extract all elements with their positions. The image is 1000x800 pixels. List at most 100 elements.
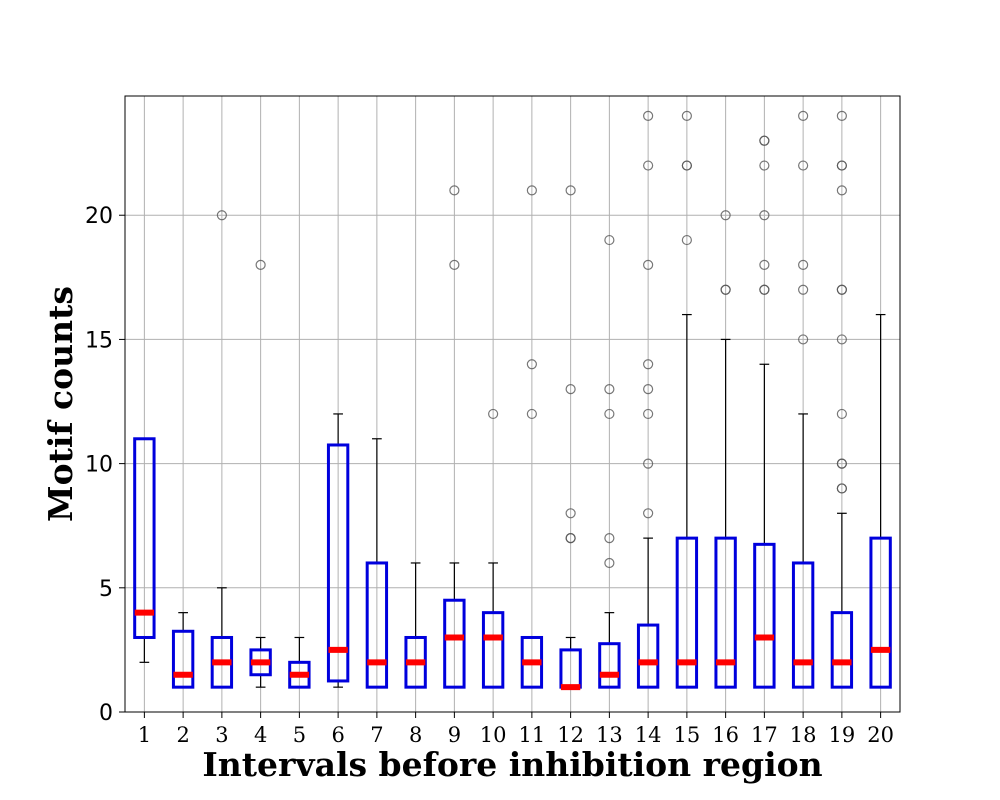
outlier-point xyxy=(565,383,576,395)
outlier-point xyxy=(526,185,537,196)
box-group-20 xyxy=(869,313,892,689)
box-group-18 xyxy=(791,110,815,689)
box-group-9 xyxy=(443,185,466,689)
outlier-point xyxy=(255,259,266,271)
outlier-point xyxy=(681,160,692,171)
box-group-13 xyxy=(598,234,621,689)
outlier-point xyxy=(836,483,847,494)
outlier-point xyxy=(643,359,654,370)
outlier-point xyxy=(565,533,576,544)
y-tick-label: 20 xyxy=(85,204,113,229)
y-axis-title: Motif counts xyxy=(41,286,80,522)
box-group-5 xyxy=(288,636,311,689)
outlier-point xyxy=(720,210,731,221)
outlier-point xyxy=(836,334,847,345)
x-tick-label: 14 xyxy=(635,723,662,747)
x-tick-label: 17 xyxy=(751,723,778,747)
y-axis-ticks: 0 5 10 15 20 xyxy=(85,204,125,726)
box-iqr xyxy=(481,611,505,689)
outlier-point xyxy=(449,185,460,196)
outlier-point xyxy=(643,110,654,121)
x-tick-label: 1 xyxy=(138,723,151,747)
box-iqr xyxy=(791,561,815,689)
x-axis-title: Intervals before inhibition region xyxy=(202,745,822,784)
x-tick-label: 6 xyxy=(331,723,344,747)
box-group-17 xyxy=(753,135,776,689)
outlier-point xyxy=(720,284,731,295)
box-iqr xyxy=(171,629,195,689)
outlier-point xyxy=(836,458,847,469)
box-iqr xyxy=(365,561,389,689)
outlier-point xyxy=(526,359,537,370)
box-group-7 xyxy=(365,438,389,689)
outlier-point xyxy=(604,234,615,246)
box-group-15 xyxy=(675,110,699,689)
box-group-6 xyxy=(326,413,350,688)
x-tick-label: 15 xyxy=(674,723,701,747)
box-group-8 xyxy=(404,562,427,689)
x-tick-label: 11 xyxy=(519,723,546,747)
outlier-point xyxy=(798,334,809,345)
y-tick-label: 5 xyxy=(99,577,113,602)
outlier-point xyxy=(681,110,692,121)
outlier-point xyxy=(836,110,847,121)
outlier-point xyxy=(604,557,615,569)
outlier-point xyxy=(836,284,847,295)
outlier-point xyxy=(681,234,692,246)
outlier-point xyxy=(604,408,615,420)
y-tick-label: 0 xyxy=(99,701,113,726)
x-tick-label: 16 xyxy=(712,723,739,747)
box-iqr xyxy=(714,536,737,689)
box-iqr xyxy=(675,536,699,689)
outlier-point xyxy=(643,383,654,395)
x-tick-label: 18 xyxy=(790,723,817,747)
box-group-4 xyxy=(249,259,272,688)
box-group-1 xyxy=(133,437,156,663)
box-group-16 xyxy=(714,210,737,689)
x-tick-label: 2 xyxy=(176,723,189,747)
box-group-19 xyxy=(830,110,854,689)
outlier-point xyxy=(643,408,654,420)
plot-frame xyxy=(124,95,901,713)
outlier-point xyxy=(798,160,809,171)
outlier-point xyxy=(759,259,770,271)
x-tick-label: 10 xyxy=(480,723,507,747)
box-iqr xyxy=(133,437,156,639)
outlier-point xyxy=(488,408,499,420)
box-layer xyxy=(133,110,892,691)
box-group-12 xyxy=(559,185,582,691)
outlier-point xyxy=(526,408,537,420)
x-tick-label: 20 xyxy=(867,723,894,747)
box-iqr xyxy=(636,623,660,689)
x-tick-label: 4 xyxy=(254,723,267,747)
outlier-point xyxy=(643,508,654,519)
outlier-point xyxy=(798,110,809,121)
outlier-point xyxy=(759,135,770,146)
box-iqr xyxy=(443,598,466,689)
outlier-point xyxy=(565,508,576,519)
box-iqr xyxy=(598,642,621,689)
outlier-point xyxy=(643,259,654,271)
box-iqr xyxy=(830,611,854,689)
y-tick-label: 15 xyxy=(85,328,113,353)
box-group-2 xyxy=(171,612,195,689)
box-group-14 xyxy=(636,110,660,689)
x-tick-label: 8 xyxy=(409,723,422,747)
outlier-point xyxy=(604,383,615,395)
outlier-point xyxy=(216,210,227,221)
grid-layer xyxy=(125,96,900,713)
box-iqr xyxy=(869,536,892,689)
outlier-point xyxy=(798,284,809,295)
outlier-point xyxy=(449,259,460,271)
outlier-point xyxy=(836,408,847,420)
outlier-point xyxy=(643,458,654,469)
outlier-point xyxy=(643,160,654,171)
x-tick-label: 13 xyxy=(596,723,623,747)
y-tick-label: 10 xyxy=(85,453,113,478)
x-axis-ticks: 1 2 3 4 5 6 7 8 9 10 11 12 13 14 15 16 17 18 19 20 xyxy=(138,712,894,747)
x-tick-label: 9 xyxy=(448,723,461,747)
x-tick-label: 3 xyxy=(215,723,228,747)
box-group-11 xyxy=(520,185,544,689)
outlier-point xyxy=(798,259,809,271)
